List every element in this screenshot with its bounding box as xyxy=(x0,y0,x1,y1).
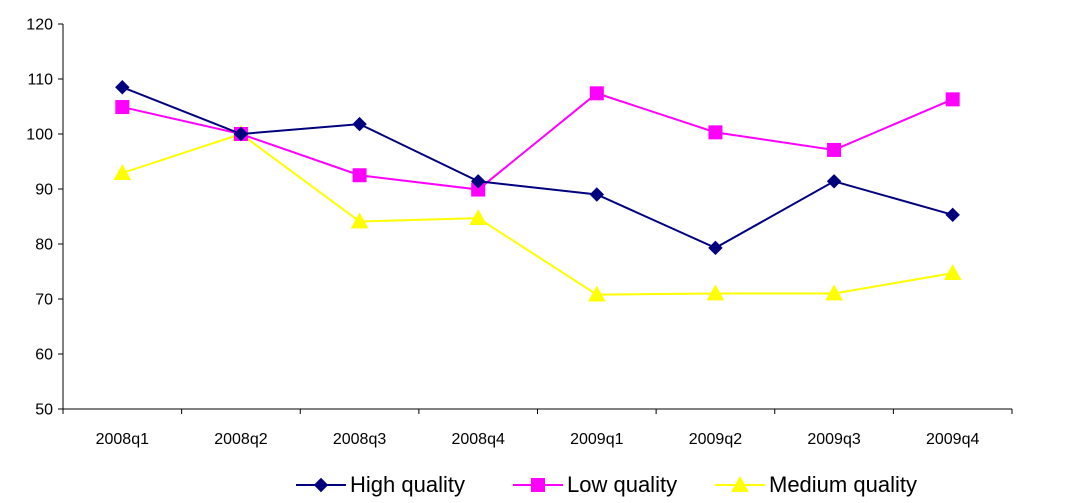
x-tick-label: 2008q1 xyxy=(96,431,149,448)
series-line xyxy=(122,92,954,191)
data-point xyxy=(708,240,723,256)
y-tick-label: 50 xyxy=(35,402,53,419)
legend-label: High quality xyxy=(350,472,465,497)
axes: 50 60 70 80 90 100 110 120 2008q1 2008q2 2008q3 200… xyxy=(26,17,1013,448)
x-tick-label: 2009q2 xyxy=(689,431,742,448)
legend-marker xyxy=(531,478,545,492)
data-point xyxy=(587,285,606,302)
legend: High quality Low quality Medium quality xyxy=(296,472,917,497)
y-tick-label: 120 xyxy=(26,17,53,34)
legend-marker xyxy=(731,475,749,492)
x-tick-label: 2009q4 xyxy=(926,431,979,448)
plot-area xyxy=(113,80,962,302)
data-point xyxy=(115,80,130,95)
y-tick-label: 100 xyxy=(26,127,53,144)
legend-item: Low quality xyxy=(513,472,677,497)
data-point xyxy=(589,86,604,101)
data-point xyxy=(469,209,488,226)
series-line xyxy=(121,86,953,249)
data-point xyxy=(827,142,842,157)
data-point xyxy=(945,92,960,107)
data-point xyxy=(708,125,723,140)
y-tick-label: 90 xyxy=(35,182,53,199)
series-high-quality xyxy=(115,80,960,256)
y-tick-label: 70 xyxy=(35,292,53,309)
x-tick-label: 2009q1 xyxy=(570,431,623,448)
legend-label: Low quality xyxy=(567,472,677,497)
data-point xyxy=(589,187,605,202)
data-point xyxy=(943,264,962,281)
data-point xyxy=(826,174,842,189)
legend-item: Medium quality xyxy=(715,472,917,497)
y-tick-label: 110 xyxy=(27,72,53,89)
data-point xyxy=(233,126,249,142)
x-tick-label: 2008q2 xyxy=(214,431,267,448)
legend-label: Medium quality xyxy=(769,472,917,497)
data-point xyxy=(706,284,725,301)
y-tick-label: 60 xyxy=(35,347,53,364)
legend-item: High quality xyxy=(296,472,465,497)
data-point xyxy=(825,284,843,301)
data-point xyxy=(470,174,486,189)
data-point xyxy=(113,164,132,180)
data-point xyxy=(350,212,369,229)
data-point xyxy=(115,100,130,115)
data-point xyxy=(352,168,367,183)
x-tick-label: 2009q3 xyxy=(807,431,860,448)
y-tick-label: 80 xyxy=(35,237,53,254)
x-tick-label: 2008q3 xyxy=(333,431,386,448)
series-line xyxy=(121,132,953,296)
x-tick-label: 2008q4 xyxy=(451,431,504,448)
data-point xyxy=(945,207,960,223)
data-point xyxy=(352,116,367,132)
legend-marker xyxy=(313,477,329,493)
